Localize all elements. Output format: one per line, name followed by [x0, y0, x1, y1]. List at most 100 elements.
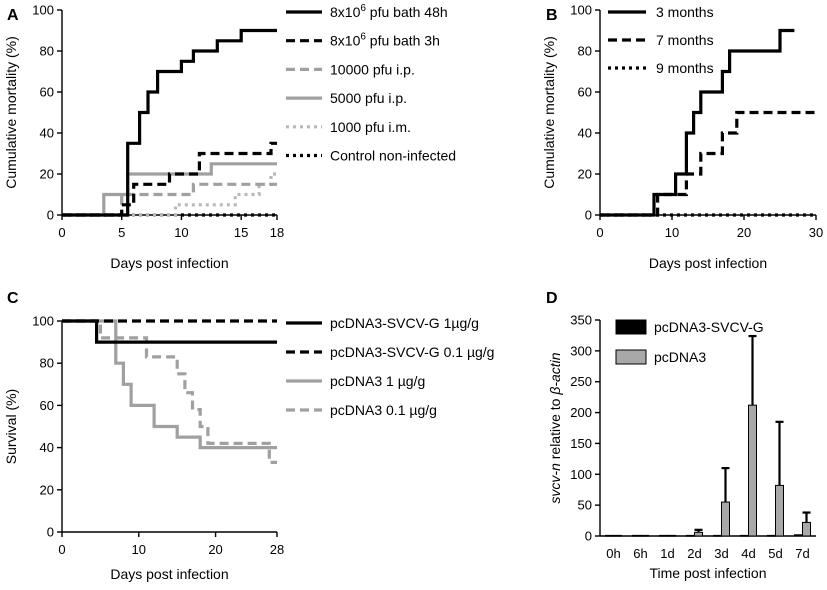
bar-svcv-g: [605, 534, 614, 537]
legend-label: pcDNA3: [654, 349, 706, 365]
panel-b: B 0 20 40 60 80 100 0 10 20 30 Days post infection C…: [541, 3, 823, 272]
y-tick-label: 0: [47, 208, 54, 223]
x-tick-label: 3d: [714, 546, 728, 561]
y-tick-label: 20: [578, 167, 592, 182]
y-tick-label: 150: [570, 436, 592, 451]
x-tick-label: 1d: [660, 546, 674, 561]
x-tick-label: 6h: [633, 546, 647, 561]
bar-pcdna3: [667, 534, 676, 537]
x-tick-label: 10: [665, 225, 679, 240]
x-tick-label: 10: [174, 225, 188, 240]
x-tick-label: 28: [270, 542, 284, 557]
bar-svcv-g: [767, 534, 776, 537]
series-line-4: [62, 162, 277, 217]
legend-label: pcDNA3 0.1 µg/g: [330, 402, 437, 418]
x-tick-label: 15: [234, 225, 248, 240]
legend-label: 8x106 pfu bath 48h: [330, 3, 448, 20]
y-tick-label: 300: [570, 343, 592, 358]
panel-letter-d: D: [546, 290, 558, 307]
y-axis-label: Cumulative mortality (%): [541, 36, 557, 188]
legend-label: pcDNA3 1 µg/g: [330, 373, 425, 389]
x-tick-label: 30: [809, 225, 823, 240]
x-axis-label: Time post infection: [650, 565, 767, 581]
x-tick-label: 0: [58, 225, 65, 240]
x-tick-label: 10: [132, 542, 146, 557]
legend-label: pcDNA3-SVCV-G: [654, 319, 764, 335]
bar-svcv-g: [659, 534, 668, 537]
y-tick-label: 40: [40, 126, 54, 141]
x-tick-label: 5: [118, 225, 125, 240]
series-line-1: [62, 319, 277, 344]
series-line-1: [62, 28, 277, 217]
y-tick-label: 100: [570, 3, 592, 18]
series-line-3: [62, 319, 277, 450]
y-tick-label: 350: [570, 313, 592, 328]
panel-a: A 0 20 40 60 80 100 0 5 10 15 18 Days post infection…: [3, 3, 456, 272]
x-axis-label: Days post infection: [649, 255, 767, 271]
bar-pcdna3: [694, 531, 703, 537]
legend-label: 3 months: [656, 4, 714, 20]
panel-letter-a: A: [7, 7, 19, 24]
x-tick-label: 18: [270, 225, 284, 240]
y-axis-label: Cumulative mortality (%): [3, 36, 19, 188]
x-axis-label: Days post infection: [110, 255, 228, 271]
bar-pcdna3: [721, 501, 730, 537]
legend: pcDNA3-SVCV-G pcDNA3: [615, 319, 764, 365]
y-tick-label: 20: [40, 482, 54, 497]
y-tick-label: 200: [570, 405, 592, 420]
legend-label: 9 months: [656, 60, 714, 76]
legend-label: 7 months: [656, 32, 714, 48]
y-tick-label: 250: [570, 374, 592, 389]
y-tick-label: 20: [40, 167, 54, 182]
x-tick-label: 0h: [606, 546, 620, 561]
x-tick-label: 0: [596, 225, 603, 240]
y-tick-label: 0: [585, 529, 592, 544]
series-line-4: [62, 319, 277, 464]
y-tick-label: 50: [578, 498, 592, 513]
y-tick-label: 80: [40, 44, 54, 59]
panel-letter-b: B: [546, 7, 558, 24]
legend-label: pcDNA3-SVCV-G 1µg/g: [330, 315, 479, 331]
panel-c: C 0 20 40 60 80 100 0 10 20 28 Days post infection S…: [3, 290, 494, 582]
x-tick-label: 7d: [795, 546, 809, 561]
x-tick-label: 0: [58, 542, 65, 557]
bar-svcv-g: [686, 534, 695, 537]
x-tick-label: 5d: [768, 546, 782, 561]
x-tick-label: 2d: [687, 546, 701, 561]
y-tick-label: 0: [585, 208, 592, 223]
legend-label: pcDNA3-SVCV-G 0.1 µg/g: [330, 344, 494, 360]
bar-pcdna3: [613, 534, 622, 537]
bar-pcdna3: [748, 404, 757, 537]
y-axis-label: svcv-n relative to β-actin: [547, 352, 563, 503]
x-tick-label: 20: [737, 225, 751, 240]
y-tick-label: 80: [578, 44, 592, 59]
bar-svcv-g: [713, 534, 722, 537]
legend-swatch: [615, 319, 647, 335]
bar-pcdna3: [640, 534, 649, 537]
y-tick-label: 60: [40, 85, 54, 100]
y-tick-label: 0: [47, 525, 54, 540]
y-tick-label: 100: [32, 314, 54, 329]
bar-svcv-g: [740, 534, 749, 537]
y-tick-label: 40: [578, 126, 592, 141]
y-axis-label: Survival (%): [3, 389, 19, 464]
y-tick-label: 100: [570, 467, 592, 482]
bar-svcv-g: [794, 534, 803, 537]
series-line-2: [62, 141, 277, 217]
legend-label: 5000 pfu i.p.: [330, 90, 407, 106]
legend-label: Control non-infected: [330, 148, 456, 164]
legend: pcDNA3-SVCV-G 1µg/g pcDNA3-SVCV-G 0.1 µg/…: [286, 315, 494, 418]
legend: 3 months 7 months 9 months: [608, 4, 714, 76]
x-tick-label: 4d: [741, 546, 755, 561]
y-tick-label: 60: [40, 398, 54, 413]
y-tick-label: 100: [32, 3, 54, 18]
y-tick-label: 80: [40, 356, 54, 371]
panel-letter-c: C: [7, 290, 19, 307]
series-line-5: [62, 172, 277, 217]
y-tick-label: 40: [40, 440, 54, 455]
series-line-2: [600, 110, 816, 217]
legend-label: 8x106 pfu bath 3h: [330, 32, 440, 49]
y-tick-label: 60: [578, 85, 592, 100]
